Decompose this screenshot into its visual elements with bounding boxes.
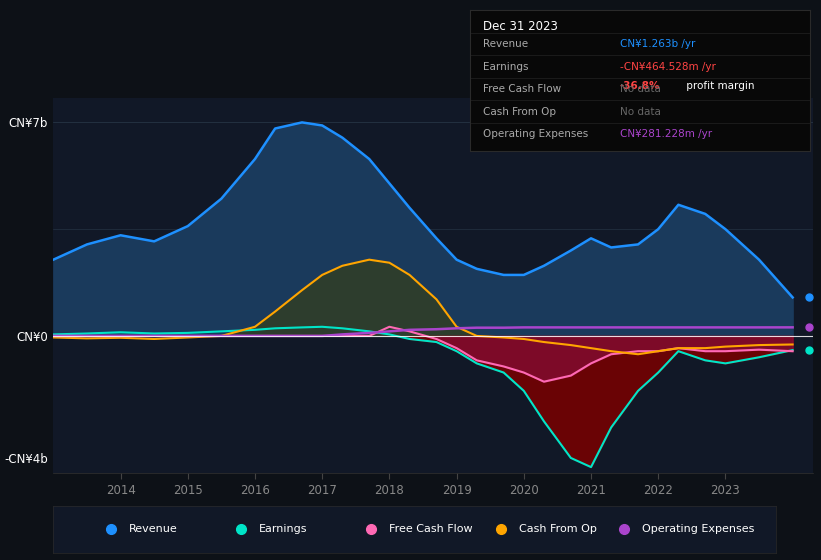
Text: Free Cash Flow: Free Cash Flow bbox=[484, 84, 562, 94]
Text: -36.8%: -36.8% bbox=[620, 81, 660, 91]
Text: CN¥281.228m /yr: CN¥281.228m /yr bbox=[620, 129, 712, 139]
Text: Revenue: Revenue bbox=[129, 525, 178, 534]
Text: -CN¥464.528m /yr: -CN¥464.528m /yr bbox=[620, 62, 715, 72]
Text: Free Cash Flow: Free Cash Flow bbox=[389, 525, 473, 534]
Text: No data: No data bbox=[620, 107, 660, 116]
Text: Operating Expenses: Operating Expenses bbox=[484, 129, 589, 139]
Text: No data: No data bbox=[620, 84, 660, 94]
Text: CN¥1.263b /yr: CN¥1.263b /yr bbox=[620, 39, 695, 49]
Text: Operating Expenses: Operating Expenses bbox=[642, 525, 754, 534]
Text: Cash From Op: Cash From Op bbox=[520, 525, 597, 534]
Text: Dec 31 2023: Dec 31 2023 bbox=[484, 20, 558, 33]
Text: Earnings: Earnings bbox=[484, 62, 529, 72]
Text: Revenue: Revenue bbox=[484, 39, 529, 49]
Text: profit margin: profit margin bbox=[682, 81, 754, 91]
Text: Cash From Op: Cash From Op bbox=[484, 107, 557, 116]
Text: Earnings: Earnings bbox=[259, 525, 308, 534]
